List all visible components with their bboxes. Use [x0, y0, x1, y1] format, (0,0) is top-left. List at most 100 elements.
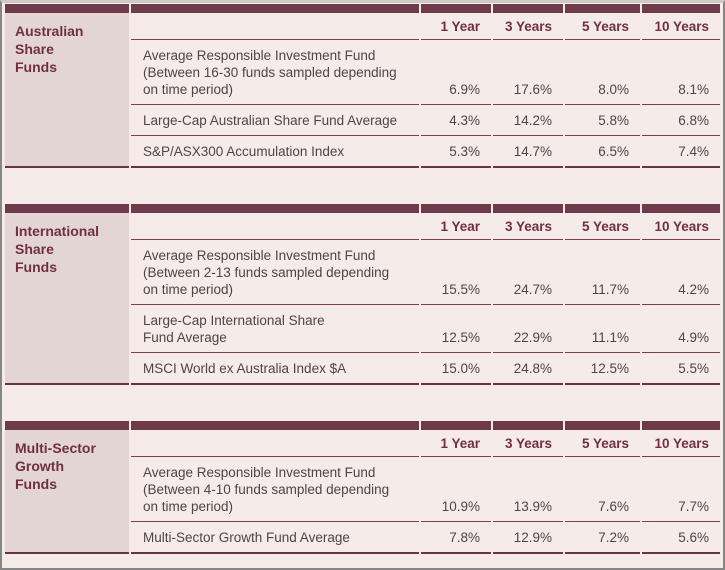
return-5-years: 8.0% — [565, 40, 640, 105]
table-rows: 1 Year 3 Years 5 Years 10 Years Average … — [131, 13, 720, 168]
fund-row: Multi-Sector Growth Fund Average 7.8% 12… — [131, 522, 720, 554]
fund-name: S&P/ASX300 Accumulation Index — [131, 136, 419, 168]
return-3-years: 14.2% — [493, 105, 563, 136]
return-10-years: 7.4% — [642, 136, 720, 168]
top-bar-segment — [565, 4, 640, 13]
table-body: International Share Funds 1 Year 3 Years… — [5, 213, 720, 385]
return-1-year: 15.5% — [421, 240, 491, 305]
return-5-years: 7.6% — [565, 457, 640, 522]
fund-name: Average Responsible Investment Fund (Bet… — [131, 240, 419, 305]
fund-row: Large-Cap Australian Share Fund Average … — [131, 105, 720, 136]
fund-category-label: International Share Funds — [5, 213, 129, 385]
col-header-1-year: 1 Year — [421, 13, 491, 40]
period-header-row: 1 Year 3 Years 5 Years 10 Years — [131, 213, 720, 240]
return-10-years: 4.2% — [642, 240, 720, 305]
return-3-years: 24.7% — [493, 240, 563, 305]
table-rows: 1 Year 3 Years 5 Years 10 Years Average … — [131, 430, 720, 554]
top-bar-segment — [565, 204, 640, 213]
fund-name: Average Responsible Investment Fund (Bet… — [131, 40, 419, 105]
top-bar-segment — [642, 204, 720, 213]
fund-row: Average Responsible Investment Fund (Bet… — [131, 457, 720, 522]
return-1-year: 12.5% — [421, 305, 491, 353]
return-5-years: 11.7% — [565, 240, 640, 305]
top-bar-segment — [131, 204, 419, 213]
col-header-3-years: 3 Years — [493, 213, 563, 240]
fund-name: Large-Cap Australian Share Fund Average — [131, 105, 419, 136]
top-bar-segment — [131, 4, 419, 13]
return-10-years: 5.6% — [642, 522, 720, 554]
col-header-5-years: 5 Years — [565, 13, 640, 40]
return-1-year: 5.3% — [421, 136, 491, 168]
top-bar-segment — [493, 204, 563, 213]
return-1-year: 10.9% — [421, 457, 491, 522]
fund-row: Large-Cap International Share Fund Avera… — [131, 305, 720, 353]
return-5-years: 7.2% — [565, 522, 640, 554]
top-bar-segment — [5, 421, 129, 430]
table-body: Australian Share Funds 1 Year 3 Years 5 … — [5, 13, 720, 168]
fund-category-label: Australian Share Funds — [5, 13, 129, 168]
fund-row: MSCI World ex Australia Index $A 15.0% 2… — [131, 353, 720, 385]
fund-name: MSCI World ex Australia Index $A — [131, 353, 419, 385]
return-5-years: 5.8% — [565, 105, 640, 136]
return-1-year: 15.0% — [421, 353, 491, 385]
fund-row: S&P/ASX300 Accumulation Index 5.3% 14.7%… — [131, 136, 720, 168]
top-bar-segment — [642, 421, 720, 430]
col-header-5-years: 5 Years — [565, 213, 640, 240]
top-bar-segment — [421, 421, 491, 430]
australian-share-funds-table: Australian Share Funds 1 Year 3 Years 5 … — [5, 4, 720, 168]
top-bar-segment — [565, 421, 640, 430]
return-10-years: 5.5% — [642, 353, 720, 385]
return-1-year: 6.9% — [421, 40, 491, 105]
return-10-years: 8.1% — [642, 40, 720, 105]
return-1-year: 7.8% — [421, 522, 491, 554]
col-header-10-years: 10 Years — [642, 13, 720, 40]
top-bar-segment — [493, 4, 563, 13]
fund-row: Average Responsible Investment Fund (Bet… — [131, 240, 720, 305]
return-3-years: 22.9% — [493, 305, 563, 353]
col-header-3-years: 3 Years — [493, 13, 563, 40]
col-header-10-years: 10 Years — [642, 430, 720, 457]
return-3-years: 13.9% — [493, 457, 563, 522]
top-bar-segment — [421, 4, 491, 13]
table-top-bar — [5, 204, 720, 213]
return-3-years: 12.9% — [493, 522, 563, 554]
multi-sector-growth-funds-table: Multi-Sector Growth Funds 1 Year 3 Years… — [5, 421, 720, 554]
top-bar-segment — [493, 421, 563, 430]
return-5-years: 11.1% — [565, 305, 640, 353]
return-3-years: 17.6% — [493, 40, 563, 105]
fund-name: Average Responsible Investment Fund (Bet… — [131, 457, 419, 522]
header-spacer — [131, 430, 419, 457]
col-header-5-years: 5 Years — [565, 430, 640, 457]
top-bar-segment — [5, 4, 129, 13]
return-3-years: 14.7% — [493, 136, 563, 168]
return-10-years: 4.9% — [642, 305, 720, 353]
header-spacer — [131, 13, 419, 40]
return-1-year: 4.3% — [421, 105, 491, 136]
top-bar-segment — [5, 204, 129, 213]
top-bar-segment — [642, 4, 720, 13]
table-body: Multi-Sector Growth Funds 1 Year 3 Years… — [5, 430, 720, 554]
header-spacer — [131, 213, 419, 240]
top-bar-segment — [421, 204, 491, 213]
return-5-years: 6.5% — [565, 136, 640, 168]
col-header-10-years: 10 Years — [642, 213, 720, 240]
period-header-row: 1 Year 3 Years 5 Years 10 Years — [131, 430, 720, 457]
table-top-bar — [5, 421, 720, 430]
international-share-funds-table: International Share Funds 1 Year 3 Years… — [5, 204, 720, 385]
col-header-1-year: 1 Year — [421, 430, 491, 457]
period-header-row: 1 Year 3 Years 5 Years 10 Years — [131, 13, 720, 40]
col-header-3-years: 3 Years — [493, 430, 563, 457]
table-rows: 1 Year 3 Years 5 Years 10 Years Average … — [131, 213, 720, 385]
return-5-years: 12.5% — [565, 353, 640, 385]
fund-name: Multi-Sector Growth Fund Average — [131, 522, 419, 554]
fund-category-label: Multi-Sector Growth Funds — [5, 430, 129, 554]
table-top-bar — [5, 4, 720, 13]
return-3-years: 24.8% — [493, 353, 563, 385]
return-10-years: 7.7% — [642, 457, 720, 522]
top-bar-segment — [131, 421, 419, 430]
fund-name: Large-Cap International Share Fund Avera… — [131, 305, 419, 353]
fund-row: Average Responsible Investment Fund (Bet… — [131, 40, 720, 105]
return-10-years: 6.8% — [642, 105, 720, 136]
col-header-1-year: 1 Year — [421, 213, 491, 240]
